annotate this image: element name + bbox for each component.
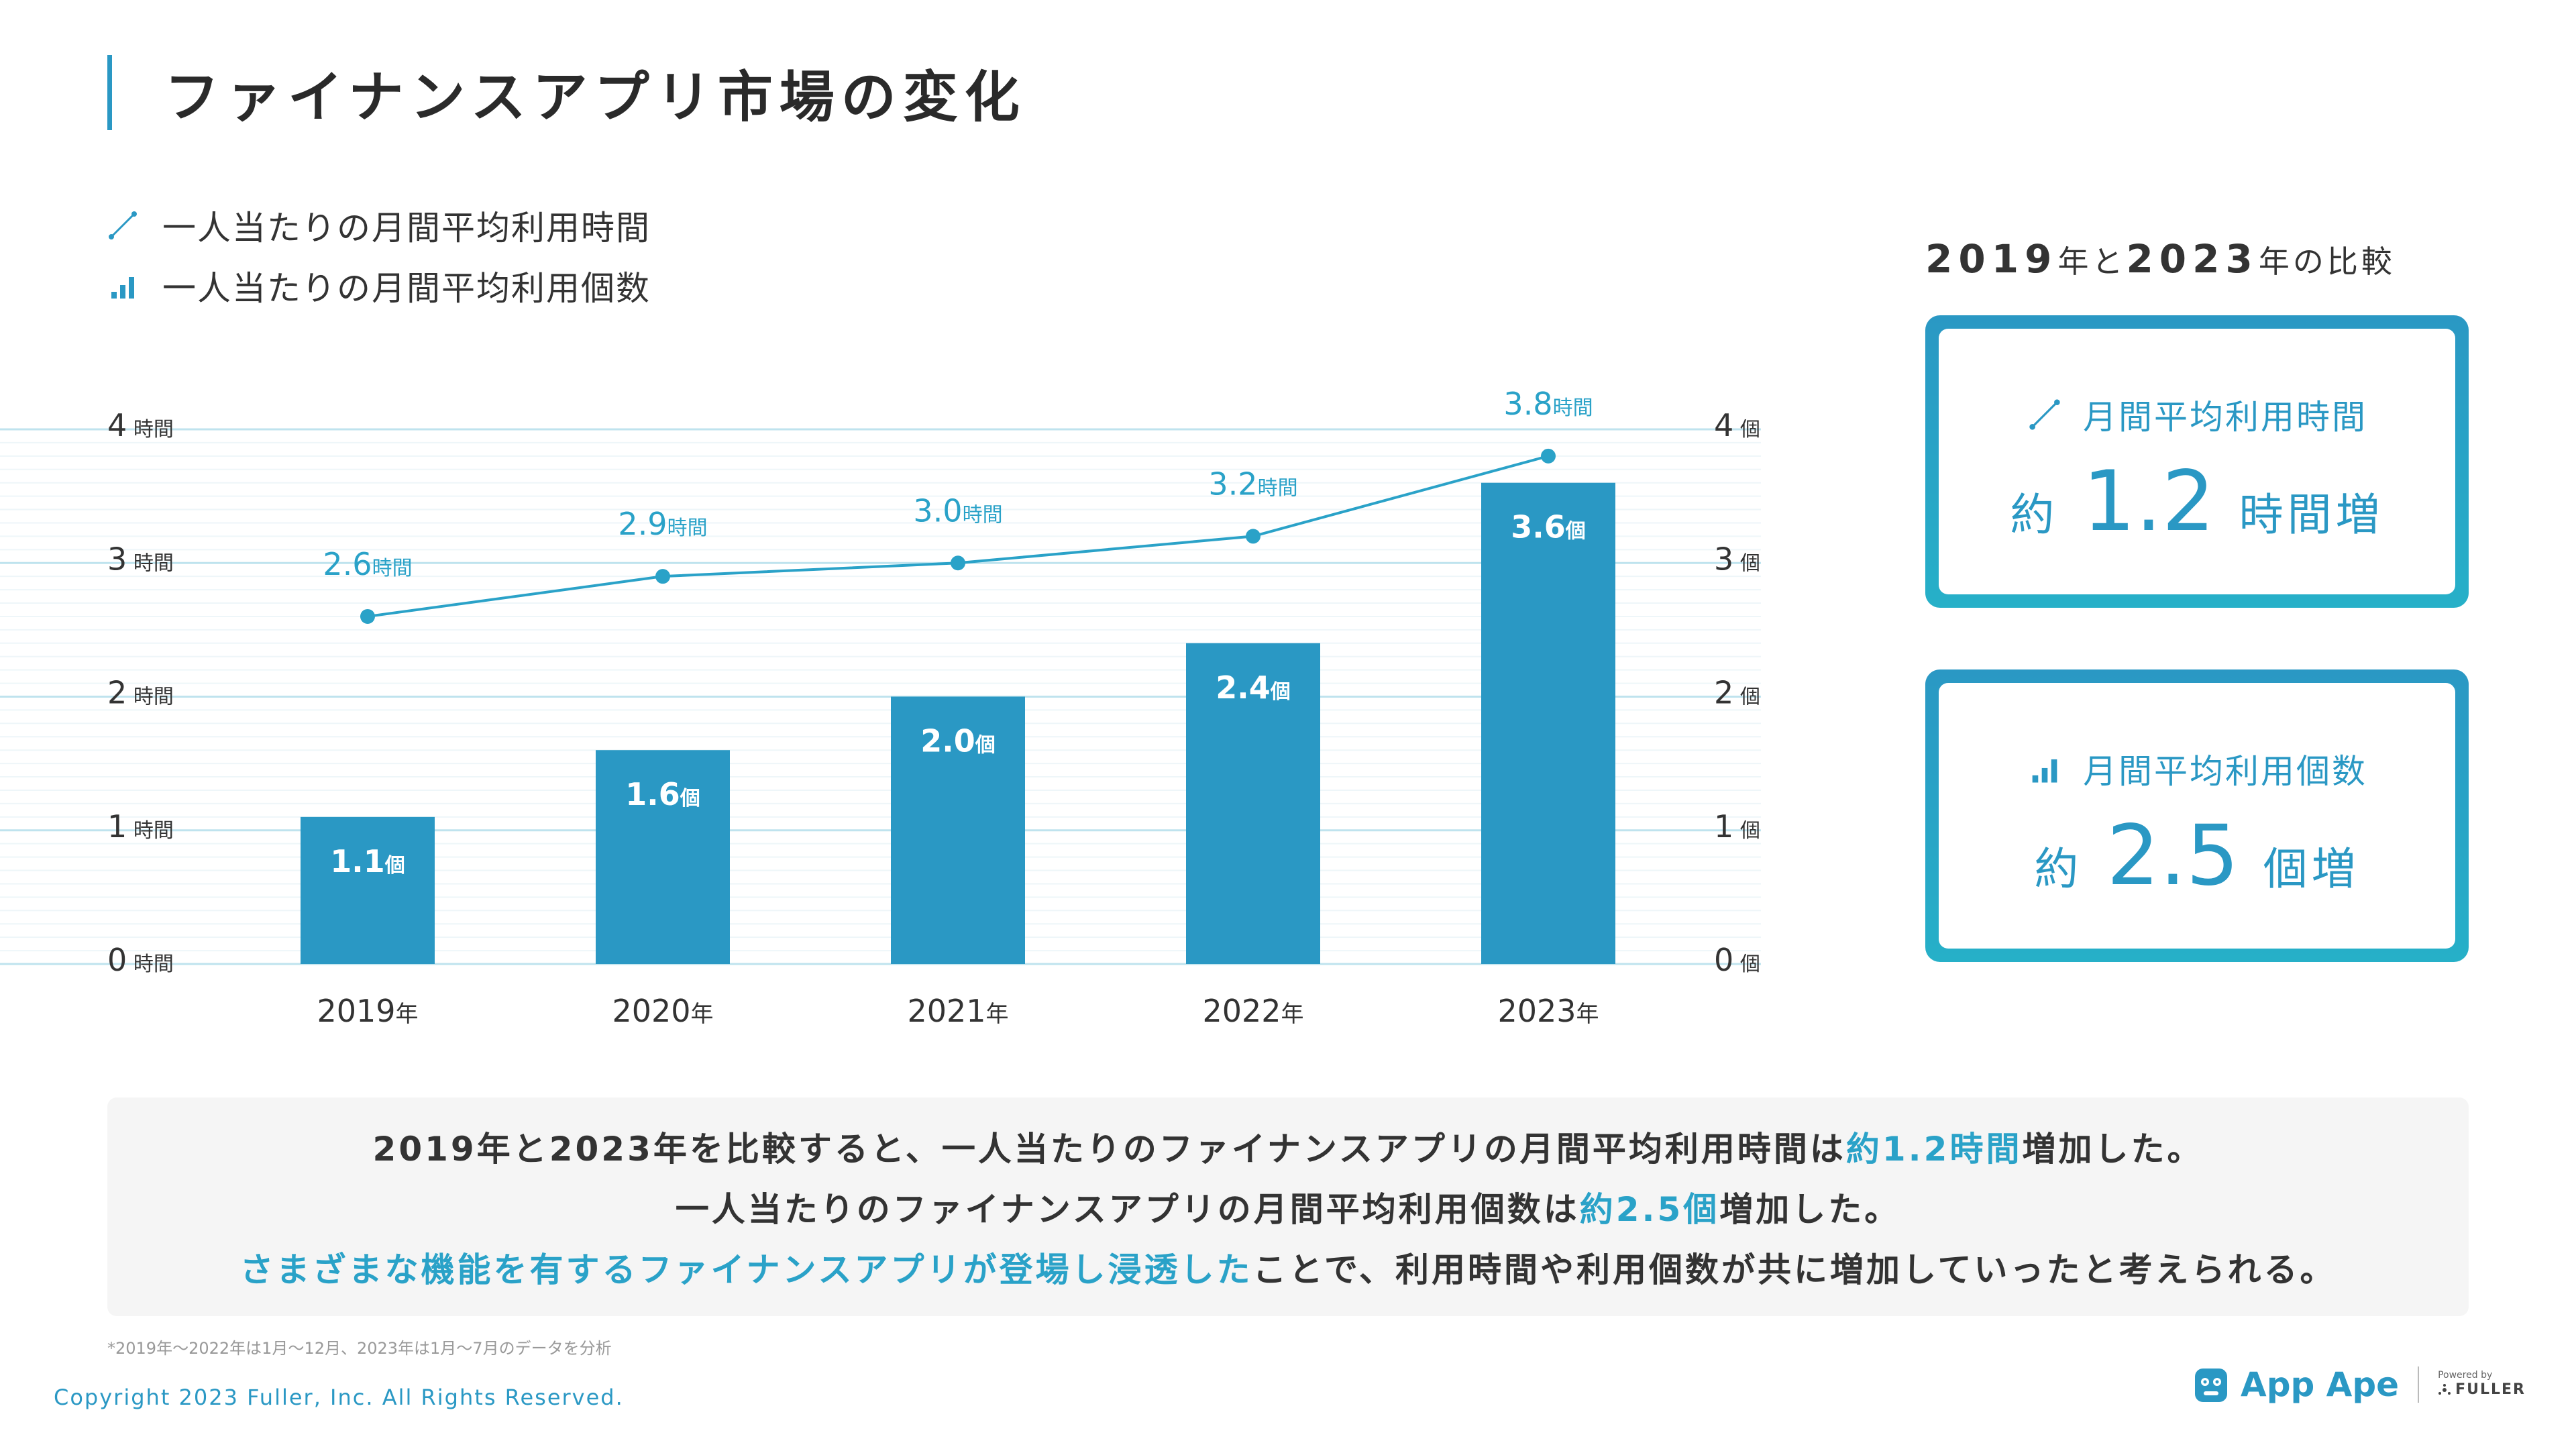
line-value-label: 3.8時間 [1503,386,1593,422]
line-value-label: 3.0時間 [913,492,1002,529]
legend-line-label: 一人当たりの月間平均利用時間 [162,209,651,248]
card-time-value: 1.2 [2082,453,2215,550]
app-ape-logo-icon [2195,1368,2227,1402]
bar-value-label: 1.1個 [330,843,405,879]
brand-divider [2418,1366,2420,1403]
powered-by: Powered by FULLER [2438,1370,2526,1399]
summary-line-3: さまざまな機能を有するファイナンスアプリが登場し浸透したことで、利用時間や利用個… [239,1250,2337,1289]
card-time-label: 月間平均利用時間 [2083,398,2367,437]
bar-2021 [891,696,1025,964]
brand-name: App Ape [2241,1365,2400,1404]
line-value-label: 2.9時間 [618,506,707,542]
x-tick-label: 2021年 [907,993,1008,1029]
bar-2019 [301,816,435,964]
x-tick-label: 2020年 [612,993,713,1029]
line-value-label: 2.6時間 [323,546,412,582]
card-time-suffix: 時間増 [2239,489,2384,541]
legend-bar: 一人当たりの月間平均利用個数 [106,262,651,310]
comparison-title: 2019年と2023年の比較 [1925,236,2396,282]
card-count-suffix: 個増 [2263,843,2360,895]
summary-line-1: 2019年と2023年を比較すると、一人当たりのファイナンスアプリの月間平均利用… [372,1130,2204,1169]
footnote: *2019年〜2022年は1月〜12月、2023年は1月〜7月のデータを分析 [107,1339,612,1358]
fuller-logo-icon [2438,1384,2451,1395]
bar-2020 [596,750,730,964]
time-point-2021 [951,555,965,571]
bar-value-label: 2.4個 [1216,669,1291,706]
time-point-2019 [360,608,375,624]
time-point-2020 [655,569,670,584]
bar-value-label: 1.6個 [625,776,700,812]
y-right-tick-label: 0 個 [1714,942,1760,978]
x-tick-label: 2023年 [1497,993,1599,1029]
bar-2022 [1186,643,1320,964]
x-tick-label: 2019年 [317,993,418,1029]
y-left-tick-label: 0 時間 [107,942,174,978]
y-right-tick-label: 3 個 [1714,541,1760,577]
powered-by-label: Powered by [2438,1370,2493,1381]
card-time-prefix: 約 [2010,489,2059,541]
line-chart-icon [2029,399,2060,430]
y-left-tick-label: 4 時間 [107,407,174,443]
time-point-2023 [1541,448,1556,464]
copyright: Copyright 2023 Fuller, Inc. All Rights R… [54,1385,624,1410]
card-count-value: 2.5 [2106,808,2239,904]
title-accent-bar [107,55,112,130]
y-left-tick-label: 3 時間 [107,541,174,577]
card-count-increase: 月間平均利用個数 約 2.5 個増 [1925,669,2469,962]
card-count-label: 月間平均利用個数 [2083,752,2367,791]
bar-chart-icon [111,277,134,299]
combo-chart: 0 時間 0 個 1 時間 1 個 2 時間 2 個 3 時間 3 個 4 時間 4 個 1.1個… [0,386,1761,1029]
page-title: ファイナンスアプリ市場の変化 [164,66,1026,129]
bar-value-label: 3.6個 [1511,509,1586,545]
line-chart-icon [109,211,137,239]
y-left-tick-label: 2 時間 [107,675,174,711]
legend-line: 一人当たりの月間平均利用時間 [106,201,651,250]
y-right-tick-label: 2 個 [1714,675,1760,711]
brand-logo: App Ape Powered by FULLER [2192,1364,2526,1405]
time-point-2022 [1246,529,1260,544]
x-tick-label: 2022年 [1202,993,1303,1029]
bar-value-label: 2.0個 [920,723,996,759]
summary-line-2: 一人当たりのファイナンスアプリの月間平均利用個数は約2.5個増加した。 [675,1190,1901,1229]
y-left-tick-label: 1 時間 [107,808,174,845]
y-right-tick-label: 4 個 [1714,407,1760,443]
card-count-prefix: 約 [2034,843,2083,895]
card-time-increase: 月間平均利用時間 約 1.2 時間増 [1925,315,2469,608]
line-value-label: 3.2時間 [1208,466,1297,502]
bar-chart-icon [2032,759,2057,783]
fuller-name: FULLER [2455,1381,2526,1399]
legend-bar-label: 一人当たりの月間平均利用個数 [162,269,651,308]
bar-2023 [1481,482,1615,964]
summary-box: 2019年と2023年を比較すると、一人当たりのファイナンスアプリの月間平均利用… [107,1097,2469,1316]
y-right-tick-label: 1 個 [1714,808,1760,845]
